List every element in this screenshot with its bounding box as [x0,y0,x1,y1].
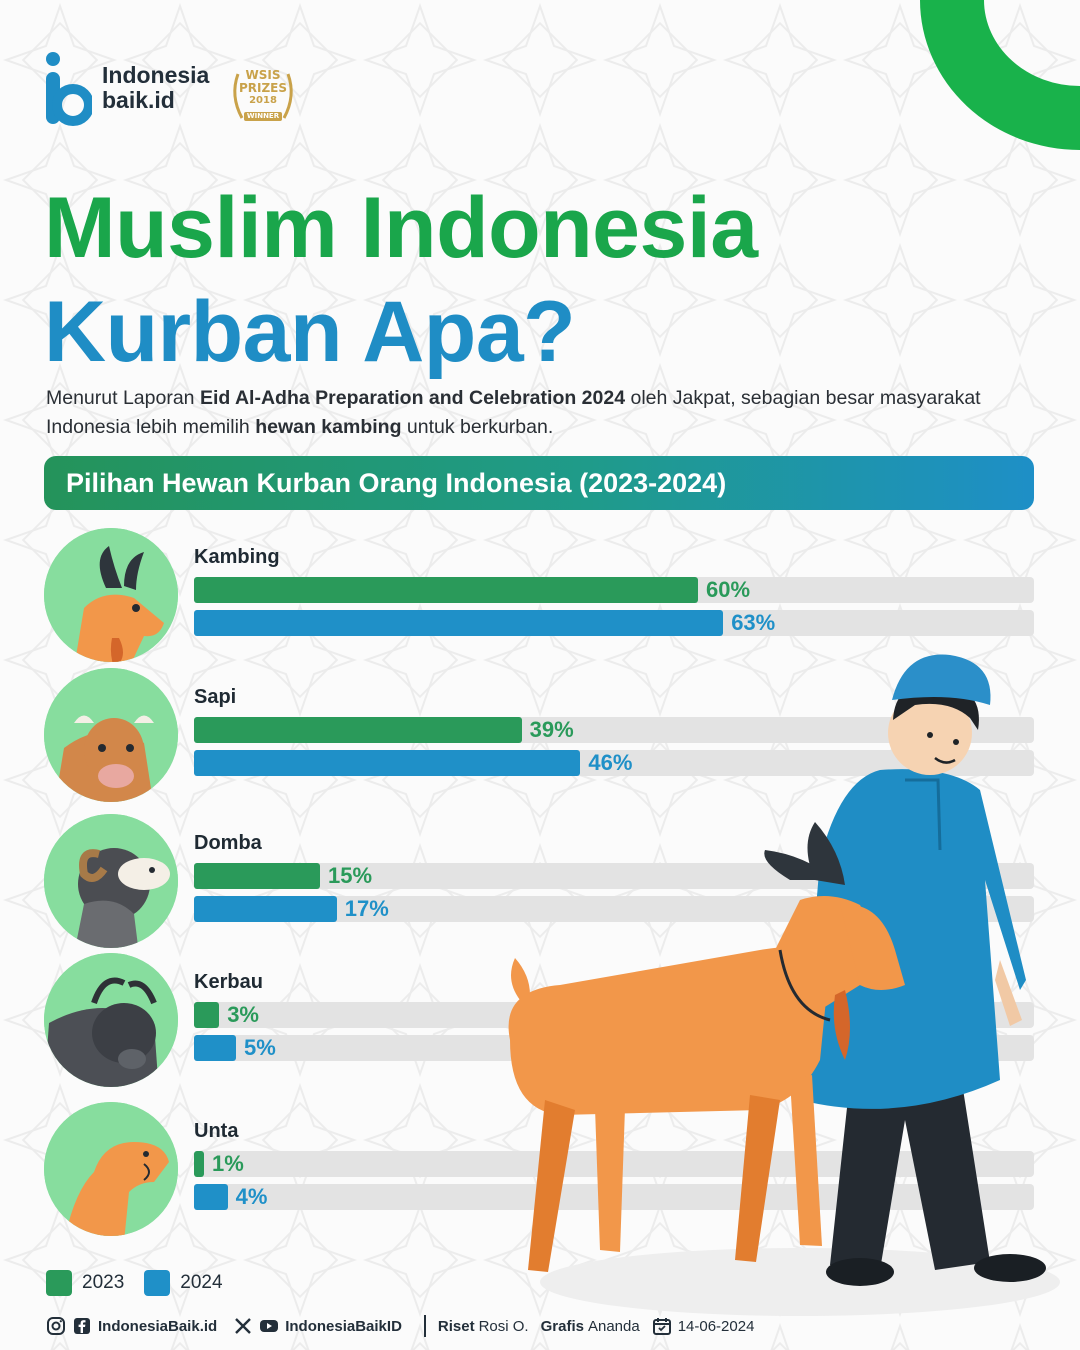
animal-avatar-kerbau [44,953,178,1087]
value-label-kambing-2024: 63% [731,610,776,635]
award-line1: WSIS [245,68,281,82]
social-handle-1[interactable]: IndonesiaBaik.id [98,1317,218,1335]
goat-icon [44,528,178,662]
bar-sapi-2024 [194,750,581,776]
cow-icon [44,668,178,802]
bar-unta-2024 [194,1184,228,1210]
bar-domba-2023 [194,863,320,889]
bar-kerbau-2024 [194,1035,236,1061]
intro-bold-report: Eid Al-Adha Preparation and Celebration … [199,387,626,409]
legend-label-2024: 2024 [180,1272,223,1293]
value-label-unta-2024: 4% [235,1184,268,1209]
bar-sapi-2023 [194,717,522,743]
publish-date: 14-06-2024 [677,1317,755,1335]
intro-text-3: untuk berkurban. [401,416,554,438]
brand-name-line2: baik.id [102,87,175,113]
legend-swatch-2023 [46,1270,72,1296]
brand-name: Indonesia baik.id [102,63,209,113]
value-label-domba-2023: 15% [328,863,373,888]
animal-avatar-unta [44,1102,178,1236]
category-label-domba: Domba [194,832,262,854]
intro-bold-goat: hewan kambing [255,416,402,438]
category-label-sapi: Sapi [194,686,237,708]
bar-unta-2023 [194,1151,204,1177]
value-label-kambing-2023: 60% [706,577,751,602]
intro-text-2: oleh Jakpat, sebagian besar masyarakat I… [46,387,981,438]
legend-label-2023: 2023 [82,1272,125,1293]
calendar-icon [652,1318,671,1335]
bar-kambing-2023 [194,577,698,603]
grafis-name: Ananda [587,1317,640,1335]
title-line2: Kurban Apa? [44,284,576,380]
award-line2: PRIZES [238,81,288,95]
award-line4: WINNER [246,112,280,120]
value-label-sapi-2024: 46% [588,750,633,775]
value-label-domba-2024: 17% [344,896,389,921]
brand-logo: Indonesia baik.id [44,50,209,126]
brand-name-line1: Indonesia [102,62,210,88]
legend-swatch-2024 [144,1270,171,1296]
riset-label: Riset [437,1317,475,1335]
bar-kambing-2024 [194,610,724,636]
bar-domba-2024 [194,896,337,922]
title-line1: Muslim Indonesia [44,180,758,276]
grafis-label: Grafis [540,1317,584,1335]
intro-text-1: Menurut Laporan [46,387,200,409]
category-label-kerbau: Kerbau [194,971,263,993]
corner-arc-decoration [920,0,1080,150]
legend-item-2024: 2024 [144,1270,223,1296]
wsis-award-badge: WSIS PRIZES 2018 WINNER [228,66,298,132]
award-line3: 2018 [249,95,277,106]
x-twitter-icon[interactable] [233,1316,253,1336]
animal-avatar-kambing [44,528,178,662]
sheep-icon [44,814,178,948]
animal-avatar-domba [44,814,178,948]
instagram-icon[interactable] [46,1316,66,1336]
facebook-icon[interactable] [72,1316,92,1336]
value-label-kerbau-2023: 3% [227,1002,259,1027]
riset-name: Rosi O. [478,1317,529,1335]
laurel-icon [233,73,293,121]
page-title: Muslim Indonesia Kurban Apa? [44,176,758,384]
footer: IndonesiaBaik.id IndonesiaBaikID Riset R… [46,1314,754,1338]
youtube-icon[interactable] [259,1316,279,1336]
value-label-sapi-2023: 39% [529,717,574,742]
chart-legend: 2023 2024 [46,1270,243,1296]
legend-item-2023: 2023 [46,1270,124,1296]
social-handle-2[interactable]: IndonesiaBaikID [285,1317,402,1335]
category-label-kambing: Kambing [194,546,280,568]
animal-avatar-sapi [44,668,178,802]
chart-title: Pilihan Hewan Kurban Orang Indonesia (20… [44,456,1034,510]
intro-paragraph: Menurut Laporan Eid Al-Adha Preparation … [46,384,1006,442]
value-label-unta-2023: 1% [212,1151,244,1176]
value-label-kerbau-2024: 5% [244,1035,276,1060]
logo-mark-icon [46,52,92,126]
category-label-unta: Unta [194,1120,239,1142]
camel-icon [44,1102,178,1236]
footer-separator [423,1315,426,1337]
bar-kerbau-2023 [194,1002,220,1028]
boy-with-goat-illustration [508,654,1060,1316]
buffalo-icon [44,953,178,1087]
